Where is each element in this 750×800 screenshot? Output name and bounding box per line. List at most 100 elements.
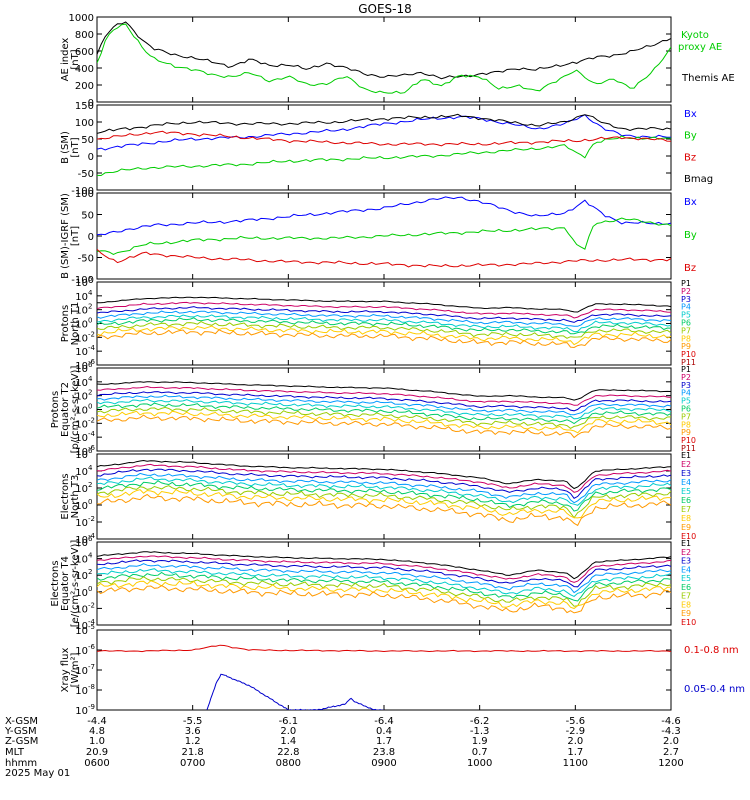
protons_t2-channel-p3 [97,391,671,412]
bsm-series-by [97,135,671,177]
ae-data [97,21,671,94]
electrons_t4-channel-e8 [97,580,671,610]
protons_t1-channel-p3 [97,306,671,323]
ephemeris-label-y-gsm: Y-GSM [4,726,37,737]
ephemeris-value: 21.8 [182,747,204,758]
ae-ytick-label: 600 [75,47,94,58]
electrons_t4-legend-e8: E8 [681,600,691,609]
bsm-legend-bmag: Bmag [684,174,713,185]
protons_t1-channel-p2 [97,301,671,319]
bigrf-ytick-label: 100 [75,189,94,200]
electrons_t3-data [97,459,671,527]
electrons_t4-channel-e2 [97,555,671,583]
panel-ae: 0 200 400 600 800 1000 AE index [nT] Kyotoproxy … [60,13,735,109]
protons_t1-channel-p9 [97,329,671,349]
bigrf-legend-bx: Bx [684,197,697,208]
xray-ylabel-line: [W/m²] [70,652,81,687]
protons_t2-legend-p11: P11 [681,444,696,453]
electrons_t4-ylabel-line: [e/(cm²-s-sr-keV)] [70,540,81,628]
electrons_t4-ytick-exponent: -2 [88,601,95,609]
ephemeris-value: 1.7 [567,747,583,758]
ephemeris-value: 1000 [467,758,492,769]
bsm-ytick-label: -50 [78,169,94,180]
electrons_t3-channel-e2 [97,463,671,493]
electrons_t3-channel-e3 [97,468,671,499]
electrons_t3-legend-e3: E3 [681,469,691,478]
electrons_t3-ytick-label: 10 [75,467,88,478]
electrons_t3-legend-e9: E9 [681,523,691,532]
bsm-series-bx [97,114,671,151]
bigrf-ylabel-line: [nT] [70,226,81,246]
protons_t2-legend-p10: P10 [681,436,696,445]
ephemeris-value: -5.5 [183,716,203,727]
ephemeris-label-2025-may-01: 2025 May 01 [5,768,70,779]
ephemeris-value: 0600 [84,758,109,769]
protons_t2-ytick-label: 10 [75,378,88,389]
protons_t1-channel-p1 [97,296,671,313]
ephemeris-value: 0900 [371,758,396,769]
protons_t1-ytick-exponent: 2 [88,303,92,311]
electrons_t3-legend-e7: E7 [681,505,691,514]
panel-bsm: -100 -50 0 50 100 150 B (SM) [nT] Bx By Bz Bmag [60,101,713,197]
electrons_t3-channel-e8 [97,488,671,519]
protons_t2-ytick-label: 10 [75,419,88,430]
ae-ylabel-line: AE index [60,38,71,82]
xray-ytick-label: 10 [75,646,88,657]
protons_t2-channel-p5 [97,398,671,420]
electrons_t3-channel-e4 [97,472,671,504]
bsm-legend-by: By [684,131,697,142]
electrons_t4-channel-e5 [97,568,671,597]
electrons_t4-ytick-label: 10 [75,588,88,599]
electrons_t4-ytick-exponent: 2 [88,568,92,576]
protons_t2-ytick-exponent: 4 [88,375,93,383]
electrons_t4-legend-e6: E6 [681,583,691,592]
ephemeris-value: 2.0 [280,726,296,737]
electrons_t3-ytick-label: 10 [75,518,88,529]
protons_t1-legend-p6: P6 [681,319,691,328]
xray-ytick-label: 10 [75,706,88,717]
protons_t2-ytick-label: 10 [75,406,88,417]
ephemeris-value: 0.4 [376,726,392,737]
ae-ytick-label: 200 [75,81,94,92]
protons_t1-legend-p8: P8 [681,334,691,343]
bsm-ytick-label: 150 [75,101,94,112]
protons_t1-ytick-exponent: 0 [88,317,92,325]
bigrf-ytick-label: -50 [78,254,94,265]
ephemeris-value: -6.1 [279,716,299,727]
protons_t1-legend-p5: P5 [681,311,691,320]
protons_t2-legend-p6: P6 [681,405,691,414]
electrons_t4-channel-e7 [97,576,671,607]
electrons_t4-legend-e9: E9 [681,609,691,618]
electrons_t3-ytick-exponent: 6 [88,447,93,455]
ephemeris-label-z-gsm: Z-GSM [5,736,38,747]
electrons_t3-ylabel-line: North T3 [70,475,81,519]
protons_t2-ylabel-line: Protons [50,391,61,428]
electrons_t3-channel-e7 [97,485,671,519]
xray-ytick-exponent: -6 [88,643,96,651]
bigrf-ytick-label: 0 [88,232,94,243]
electrons_t3-legend-e10: E10 [681,532,696,541]
protons_t2-channel-p8 [97,410,671,434]
protons_t1-legend-p2: P2 [681,287,691,296]
protons_t2-channel-p4 [97,394,671,416]
ephemeris-value: 1.9 [472,736,488,747]
protons_t2-legend-p4: P4 [681,389,691,398]
legend-xray-short: 0.05-0.4 nm [684,684,745,695]
protons_t1-channel-p8 [97,325,671,346]
bsm-ytick-label: 50 [81,135,94,146]
xray-ytick-label: 10 [75,666,88,677]
xray-series-0-1-0-8-nm [97,644,671,653]
bsm-data [97,113,671,177]
xray-data [97,644,671,710]
electrons_t3-legend-e6: E6 [681,496,691,505]
electrons_t3-channel-e9 [97,493,671,527]
electrons_t3-channel-e5 [97,476,671,506]
xray-ytick-exponent: -8 [88,683,95,691]
protons_t2-ytick-exponent: 6 [88,361,93,369]
ephemeris-label-hhmm: hhmm [5,758,37,769]
ephemeris-value: -4.3 [661,726,681,737]
electrons_t3-channel-e6 [97,480,671,512]
